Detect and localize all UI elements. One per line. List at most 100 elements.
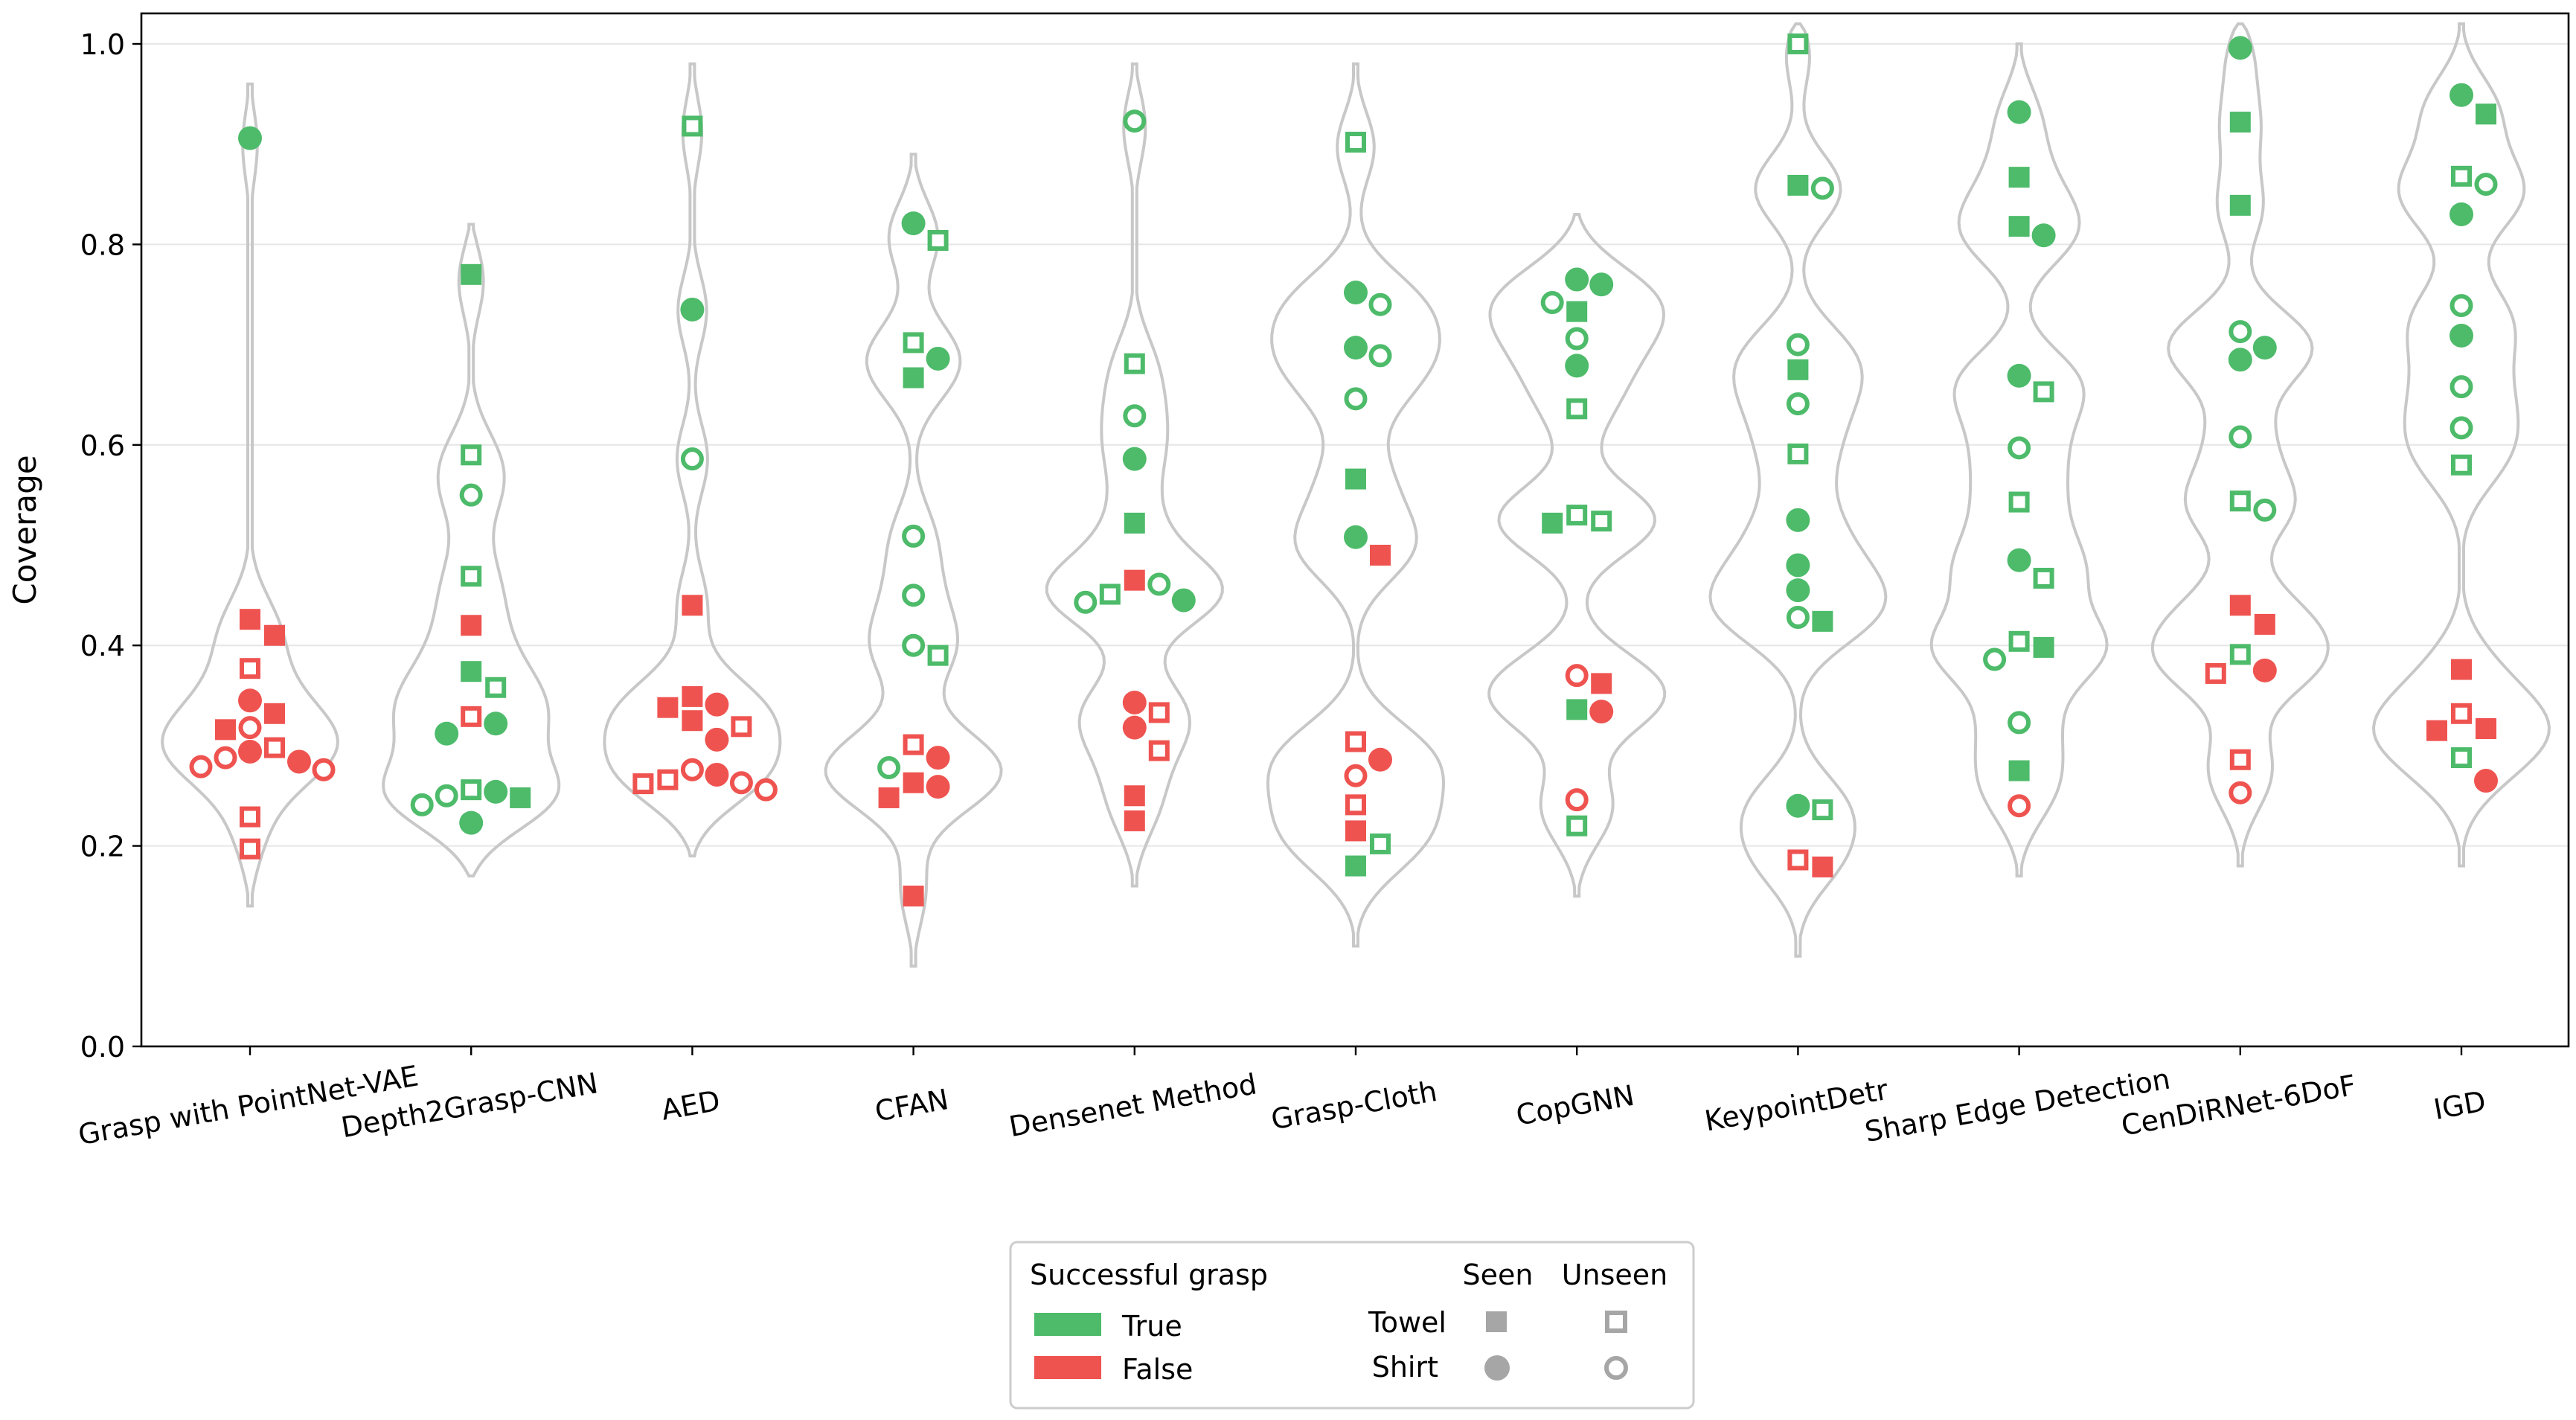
towel-unseen-success-point (1787, 33, 1809, 54)
shirt-unseen-failure-point (214, 746, 237, 770)
towel-seen-success-point (2008, 760, 2030, 781)
towel-seen-success-point (2008, 216, 2030, 237)
shirt-unseen-success-point (1147, 572, 1171, 596)
shirt-seen-success-point (1786, 578, 1810, 603)
towel-seen-failure-point (264, 703, 285, 724)
shirt-unseen-success-point (902, 524, 926, 548)
towel-unseen-failure-point (2205, 662, 2226, 684)
towel-seen-success-point (461, 661, 482, 682)
shirt-unseen-failure-point (729, 771, 753, 795)
shirt-seen-failure-point (926, 746, 950, 770)
towel-unseen-failure-point (2451, 703, 2472, 724)
shirt-unseen-failure-point (238, 716, 262, 740)
legend: Successful grasp True False Seen Unseen … (1009, 1241, 1695, 1410)
towel-seen-success-point (1345, 855, 1366, 877)
shirt-seen-failure-point (1122, 715, 1147, 740)
shirt-unseen-success-point (902, 633, 926, 657)
towel-unseen-failure-point (903, 734, 924, 755)
towel-unseen-failure-point (2229, 749, 2251, 770)
shirt-unseen-success-point (1540, 291, 1564, 315)
shirt-seen-success-point (2450, 202, 2473, 226)
shirt-seen-failure-point (1368, 747, 1392, 772)
towel-unseen-success-point (1345, 132, 1366, 153)
legend-true-swatch (1034, 1313, 1101, 1336)
y-tick-label: 0.8 (80, 228, 125, 261)
shirt-seen-success-point (680, 297, 705, 322)
legend-box (1009, 1241, 1695, 1410)
shirt-seen-success-point (435, 721, 459, 746)
shirt-seen-success-point (1122, 447, 1147, 471)
towel-seen-success-point (2229, 112, 2251, 133)
towel-unseen-failure-point (1345, 794, 1366, 816)
shirt-unseen-success-point (1074, 590, 1098, 614)
towel-seen-failure-point (903, 772, 924, 793)
legend-header-unseen: Unseen (1562, 1259, 1668, 1291)
violin-outline (1708, 22, 1888, 958)
shirt-seen-success-point (484, 711, 508, 736)
shirt-unseen-success-point (1565, 327, 1589, 351)
shirt-seen-failure-point (705, 692, 729, 717)
towel-seen-failure-point (2426, 720, 2447, 741)
towel-seen-failure-point (1812, 856, 1833, 877)
towel-unseen-success-point (1099, 583, 1121, 605)
shirt-seen-success-point (1344, 336, 1368, 360)
towel-unseen-success-point (2008, 630, 2030, 652)
shirt-unseen-failure-point (189, 755, 213, 778)
towel-unseen-success-point (927, 230, 949, 252)
shirt-seen-success-point (1171, 588, 1196, 613)
shirt-unseen-success-point (1123, 404, 1147, 428)
shirt-unseen-success-point (435, 784, 458, 807)
violin-outline (1045, 62, 1224, 888)
shirt-seen-success-point (484, 779, 508, 804)
shirt-unseen-failure-point (2229, 781, 2252, 805)
shirt-seen-failure-point (1122, 690, 1147, 714)
towel-seen-success-point (2476, 103, 2496, 125)
violin-outline (1929, 42, 2109, 877)
violins (160, 22, 2551, 968)
shirt-seen-success-point (2252, 336, 2277, 360)
towel-seen-failure-point (1345, 820, 1366, 842)
shirt-unseen-success-point (2229, 425, 2252, 449)
shirt-unseen-success-point (459, 483, 483, 507)
shirt-unseen-success-point (680, 447, 704, 471)
towel-unseen-failure-point (731, 716, 752, 738)
towel-unseen-success-point (1566, 815, 1588, 837)
towel-unseen-success-point (461, 566, 482, 587)
shirt-unseen-success-point (1786, 392, 1810, 416)
towel-unseen-success-point (2229, 490, 2251, 512)
towel-seen-failure-point (903, 885, 924, 906)
towel-unseen-success-point (1787, 443, 1809, 464)
towel-seen-success-point (1787, 174, 1809, 196)
shirt-seen-success-point (2007, 363, 2031, 388)
legend-false-label: False (1122, 1353, 1193, 1386)
shirt-seen-success-point (2031, 223, 2056, 248)
shirt-seen-success-point (459, 810, 484, 835)
shirt-unseen-success-point (1123, 109, 1147, 133)
towel-seen-success-point (1542, 512, 1563, 534)
legend-true-label: True (1121, 1310, 1182, 1343)
towel-seen-failure-point (2254, 613, 2275, 635)
towel-seen-failure-point (264, 624, 285, 646)
violin-outline (1266, 62, 1446, 948)
towel-unseen-success-point (903, 332, 924, 354)
towel-unseen-success-point (461, 444, 482, 466)
legend-towel-seen-marker (1486, 1311, 1507, 1332)
towel-seen-failure-point (1370, 544, 1391, 566)
shirt-seen-failure-point (705, 727, 729, 752)
towel-unseen-failure-point (240, 838, 260, 860)
shirt-seen-success-point (1786, 508, 1810, 532)
towel-seen-success-point (1566, 699, 1588, 720)
towel-unseen-success-point (1812, 799, 1833, 821)
shirt-seen-success-point (1344, 525, 1368, 549)
towel-unseen-failure-point (1345, 731, 1366, 752)
legend-false-swatch (1034, 1356, 1101, 1379)
towel-seen-failure-point (682, 710, 703, 732)
towel-seen-failure-point (682, 685, 703, 707)
towel-seen-failure-point (878, 787, 900, 808)
shirt-seen-failure-point (238, 688, 262, 713)
violin-outline (382, 223, 561, 877)
shirt-seen-success-point (238, 126, 262, 150)
shirt-seen-success-point (2228, 36, 2252, 60)
towel-unseen-failure-point (657, 769, 679, 790)
towel-unseen-success-point (2033, 381, 2054, 403)
